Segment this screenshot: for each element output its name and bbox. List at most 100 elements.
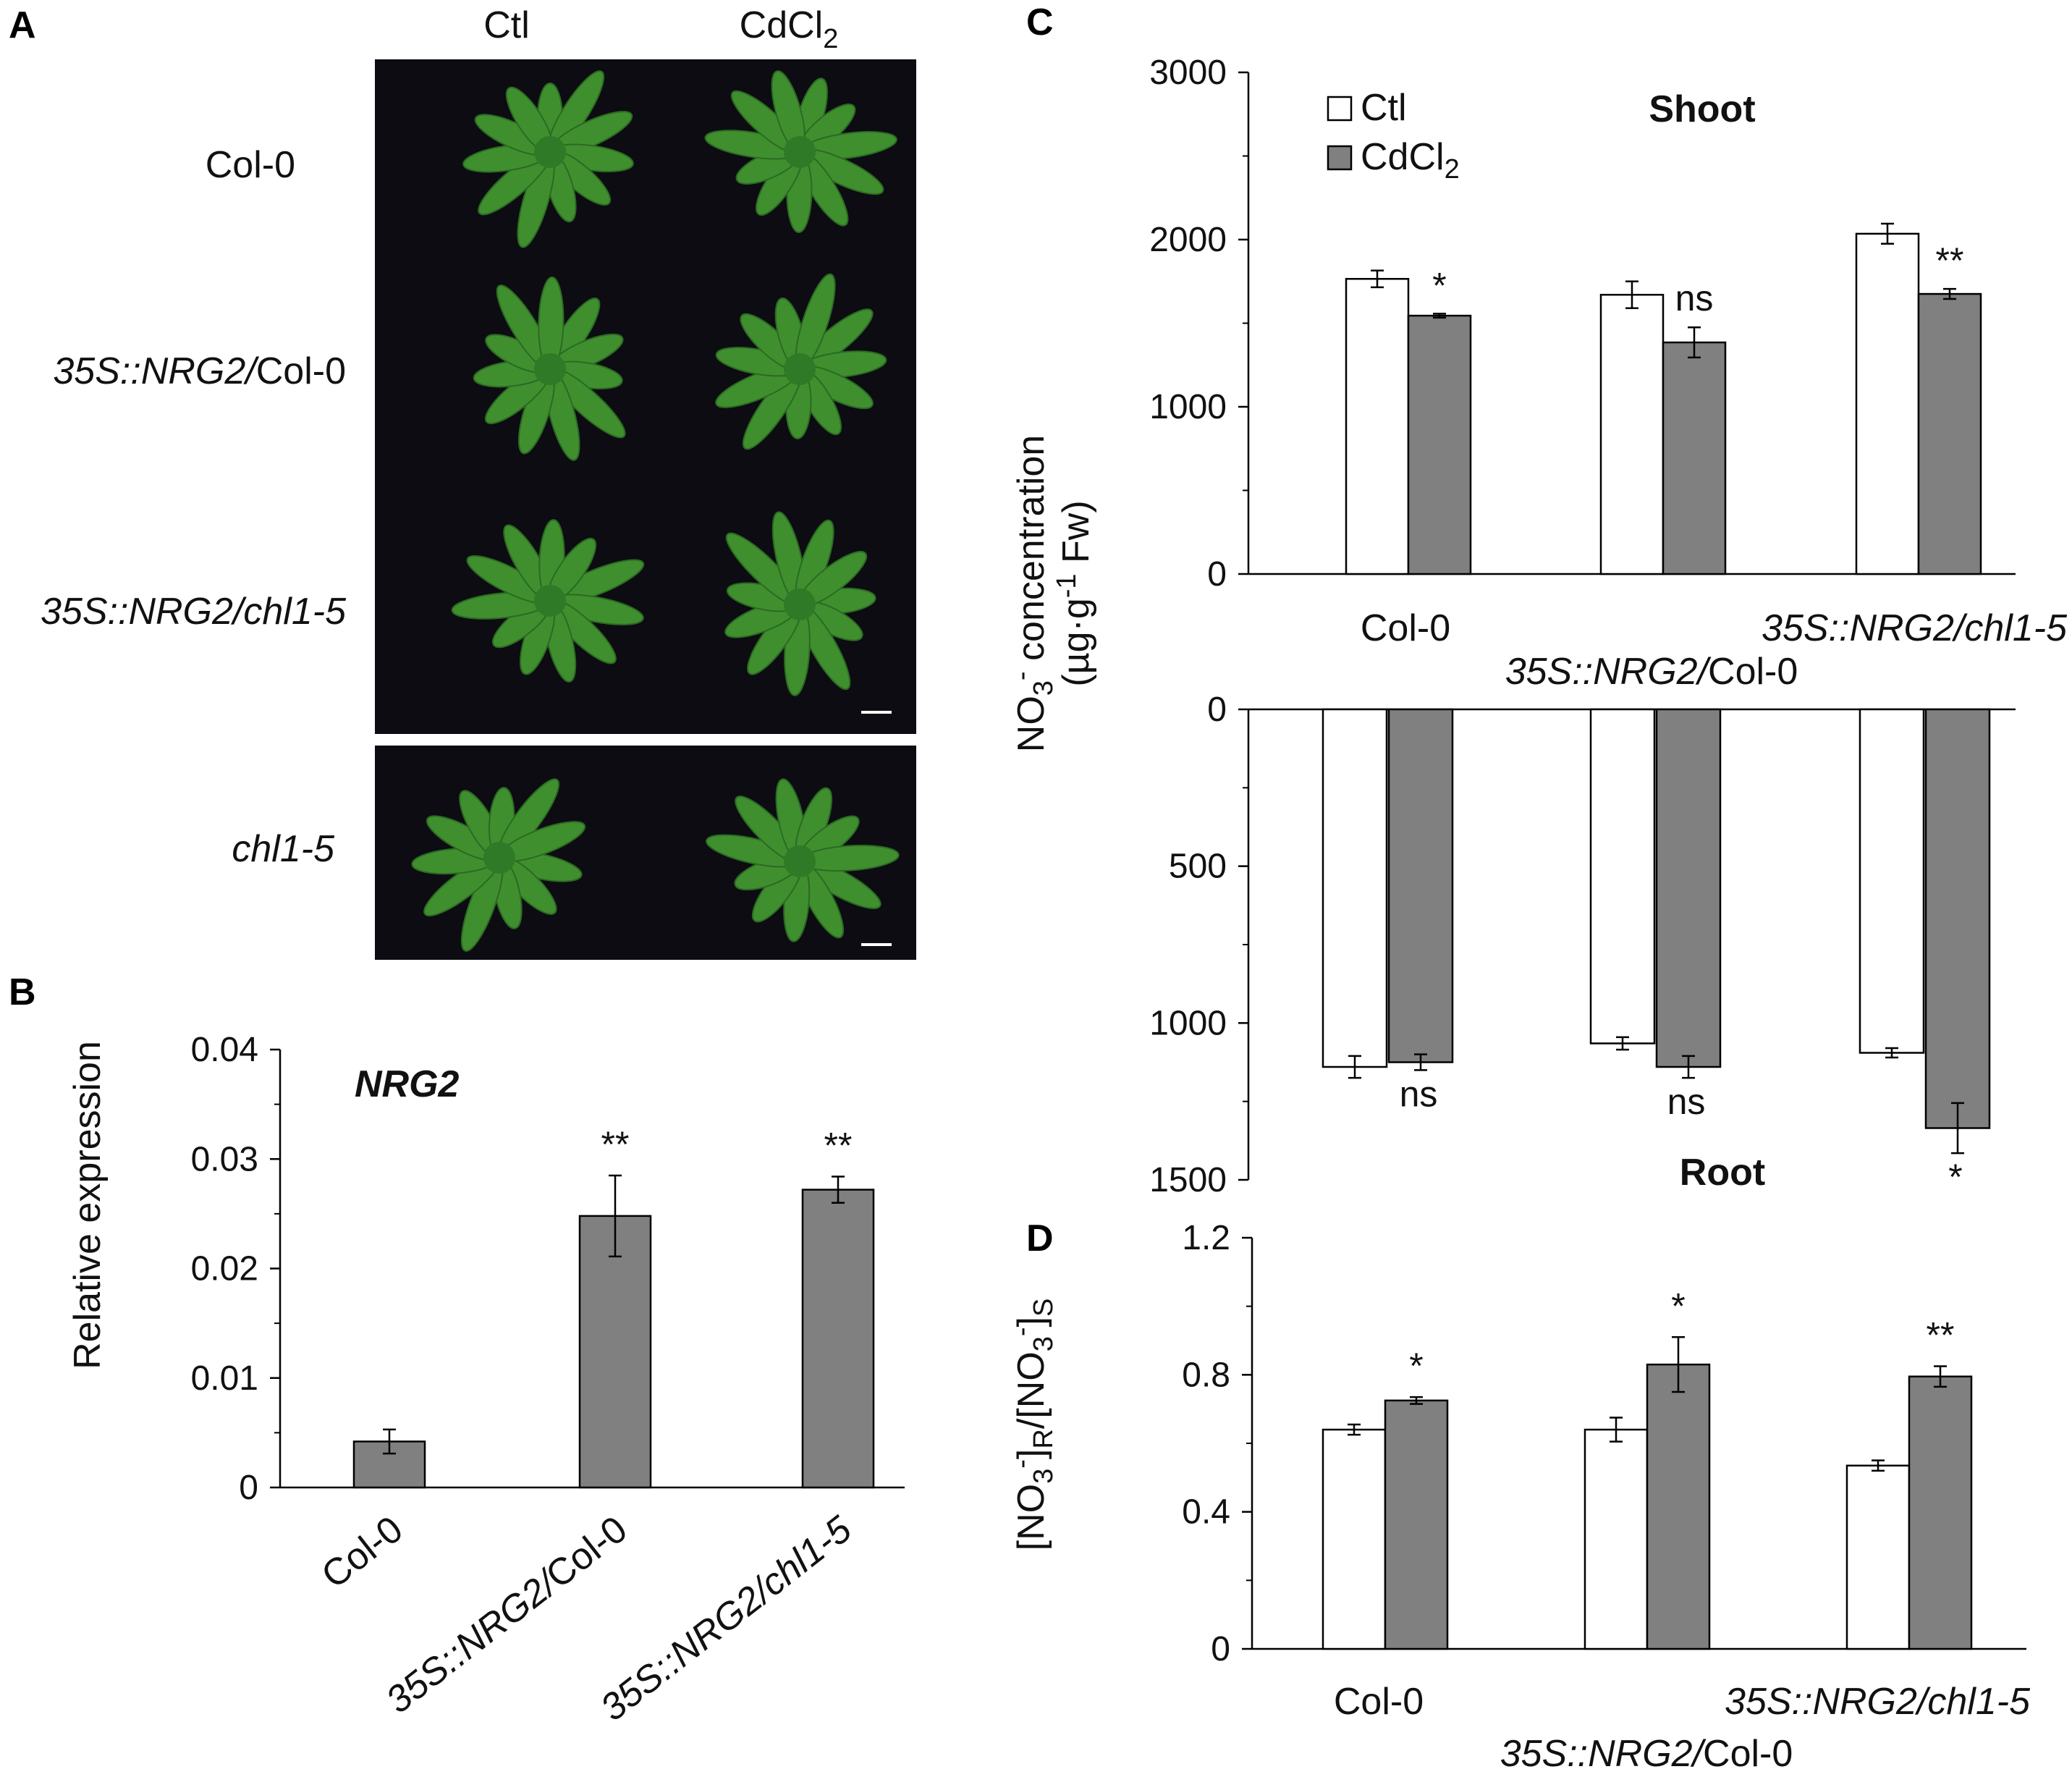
d-bar-cdcl2	[1646, 1363, 1711, 1650]
legend-label-ctl: Ctl	[1361, 87, 1407, 129]
chart-c-root: 0 500 1000 1500 ns ns *	[1149, 691, 2016, 1199]
c-root-bar-ctl	[1589, 708, 1656, 1044]
c-shoot-y-tick-label: 1000	[1149, 388, 1227, 426]
c-root-y-tick-label: 500	[1169, 848, 1227, 886]
plant-rosette	[411, 778, 586, 952]
c-root-bar-cdcl2	[1924, 708, 1991, 1129]
c-shoot-significance-label: ns	[1675, 278, 1714, 318]
row-label-35s-col0: 35S::NRG2/Col-0	[53, 350, 346, 392]
legend-label-cdcl2: CdCl2	[1361, 136, 1460, 185]
b-y-axis-label: Relative expression	[67, 1041, 109, 1369]
plant-rosette	[451, 519, 645, 683]
d-category-35s-col0: 35S::NRG2/Col-0	[1500, 1733, 1793, 1775]
plant-center	[534, 353, 566, 385]
d-y-tick-label: 0.4	[1182, 1493, 1230, 1532]
panel-letter-b: B	[9, 971, 36, 1013]
c-category-35s-col0: 35S::NRG2/Col-0	[1505, 651, 1798, 693]
plant-rosette	[724, 511, 876, 696]
plant-rosettes	[411, 70, 900, 952]
c-root-y-tick-label: 1500	[1149, 1161, 1227, 1199]
d-bar-ctl	[1322, 1428, 1387, 1650]
d-significance-label: *	[1409, 1346, 1423, 1386]
c-category-35s-chl1-5: 35S::NRG2/chl1-5	[1762, 607, 2068, 649]
d-significance-label: **	[1927, 1315, 1955, 1356]
svg-text:(µg·g-1 Fw): (µg·g-1 Fw)	[1052, 500, 1097, 686]
d-bar-cdcl2	[1384, 1399, 1449, 1650]
c-shoot-significance-label: *	[1432, 265, 1446, 305]
svg-text:NO3- concentration: NO3- concentration	[1007, 435, 1059, 752]
b-category-labels: Col-0 35S::NRG2/Col-0 35S::NRG2/chl1-5	[314, 1508, 860, 1729]
d-category-35s-chl1-5: 35S::NRG2/chl1-5	[1725, 1681, 2031, 1723]
c-shoot-bar-cdcl2	[1662, 341, 1727, 575]
c-shoot-bar-ctl	[1855, 232, 1920, 575]
panel-letter-d: D	[1026, 1217, 1054, 1259]
c-root-y-tick-label: 1000	[1149, 1004, 1227, 1042]
plant-center	[483, 842, 515, 874]
chart-b: 0 0.01 0.02 0.03 0.04 ** **	[191, 1031, 905, 1507]
c-legend: Ctl CdCl2	[1327, 87, 1460, 185]
c-root-title: Root	[1680, 1152, 1765, 1194]
d-y-tick-label: 0	[1211, 1630, 1230, 1668]
legend-swatch-ctl	[1327, 96, 1353, 122]
scale-bar-chl1-5	[861, 943, 892, 946]
c-root-significance-label: ns	[1667, 1081, 1706, 1122]
column-label-cdcl2: CdCl2	[740, 4, 839, 54]
row-label-col0: Col-0	[206, 144, 295, 186]
c-root-significance-label: *	[1948, 1157, 1962, 1197]
c-shoot-bar-cdcl2	[1917, 292, 1982, 575]
b-bar	[801, 1189, 875, 1489]
c-shoot-bar-cdcl2	[1407, 314, 1472, 575]
c-shoot-significance-label: **	[1936, 240, 1964, 281]
c-shoot-y-tick-label: 3000	[1149, 54, 1227, 92]
b-y-tick-label: 0.02	[191, 1250, 258, 1288]
chart-d: 00.40.81.2****	[1182, 1219, 2026, 1668]
plant-rosette	[706, 778, 900, 942]
plant-rosette	[715, 273, 887, 450]
plant-center	[784, 588, 816, 620]
d-category-labels: Col-0 35S::NRG2/Col-0 35S::NRG2/chl1-5	[1334, 1681, 2031, 1775]
b-significance-label: **	[601, 1124, 630, 1165]
d-category-col0: Col-0	[1334, 1681, 1424, 1723]
b-y-tick-label: 0	[239, 1469, 258, 1507]
row-label-chl1-5: chl1-5	[232, 828, 335, 870]
plant-rosette	[473, 277, 626, 461]
panel-letter-c: C	[1026, 1, 1054, 43]
panel-letter-a: A	[9, 4, 36, 46]
c-shoot-bar-ctl	[1599, 293, 1665, 575]
plant-rosette	[462, 70, 634, 248]
d-y-tick-label: 0.8	[1182, 1356, 1230, 1394]
c-shoot-y-tick-label: 0	[1207, 555, 1227, 594]
plant-center	[784, 136, 816, 168]
plant-center	[784, 845, 816, 877]
c-root-bar-ctl	[1322, 708, 1388, 1068]
d-significance-label: *	[1671, 1286, 1685, 1326]
d-bar-cdcl2	[1908, 1375, 1973, 1650]
b-y-tick-label: 0.04	[191, 1031, 258, 1069]
plant-center	[534, 136, 566, 168]
plant-center	[534, 585, 566, 617]
c-shoot-bar-ctl	[1345, 278, 1410, 575]
d-y-axis-label: [NO3-]R/[NO3-]S	[1007, 1299, 1059, 1551]
d-bar-ctl	[1583, 1428, 1649, 1650]
b-category-35s-col0: 35S::NRG2/Col-0	[379, 1508, 635, 1722]
c-root-bar-cdcl2	[1655, 708, 1722, 1068]
plant-rosette	[704, 70, 897, 233]
b-significance-label: **	[824, 1125, 853, 1165]
b-category-col0: Col-0	[314, 1508, 411, 1597]
column-label-ctl: Ctl	[483, 4, 530, 46]
c-category-labels: Col-0 35S::NRG2/Col-0 35S::NRG2/chl1-5	[1361, 607, 2068, 693]
chart-c-shoot: 0 1000 2000 3000 * ns **	[1149, 54, 2016, 594]
legend-swatch-cdcl2	[1327, 145, 1353, 171]
c-y-axis-label: NO3- concentration (µg·g-1 Fw)	[1007, 435, 1097, 752]
b-gene-title: NRG2	[355, 1063, 460, 1105]
c-root-bar-ctl	[1859, 708, 1925, 1054]
c-shoot-title: Shoot	[1649, 88, 1755, 130]
d-y-tick-label: 1.2	[1182, 1219, 1230, 1257]
c-shoot-y-tick-label: 2000	[1149, 221, 1227, 259]
b-y-tick-label: 0.03	[191, 1140, 258, 1178]
d-bar-ctl	[1845, 1464, 1911, 1650]
c-category-col0: Col-0	[1361, 607, 1450, 649]
plant-center	[784, 353, 816, 385]
b-y-tick-label: 0.01	[191, 1359, 258, 1398]
